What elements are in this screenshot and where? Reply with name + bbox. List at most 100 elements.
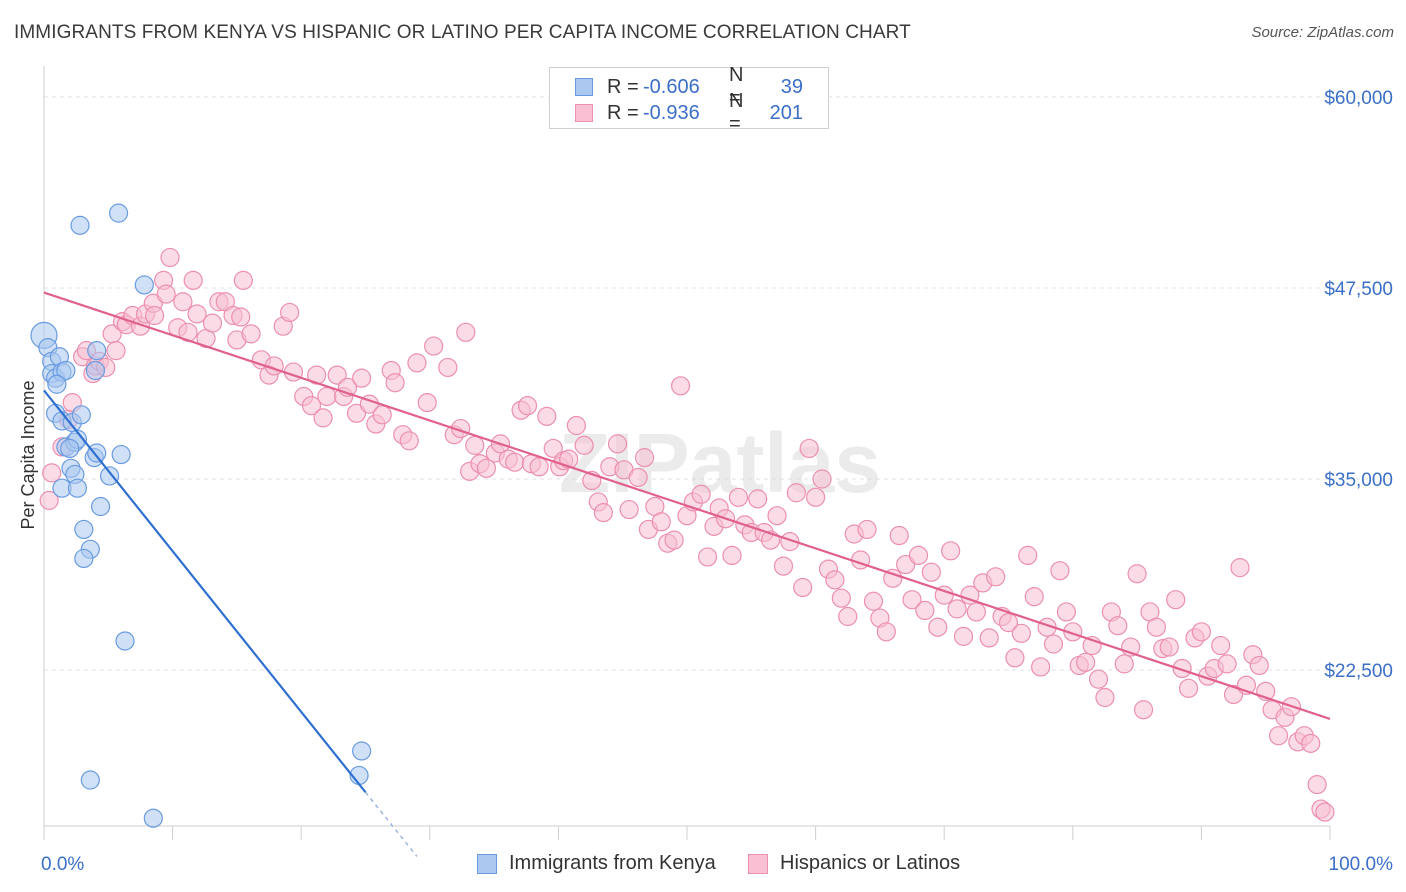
hispanic-point-93 xyxy=(628,467,648,488)
hispanic-point-156 xyxy=(1031,657,1051,677)
r-label: R = xyxy=(607,101,639,124)
kenya-point-21 xyxy=(99,466,120,486)
hispanic-point-109 xyxy=(728,487,749,507)
hispanic-point-62 xyxy=(424,336,444,356)
hispanic-point-130 xyxy=(863,591,884,611)
kenya-point-37 xyxy=(47,374,67,394)
hispanic-point-148 xyxy=(979,628,999,648)
hispanic-point-115 xyxy=(767,506,787,526)
hispanic-point-118 xyxy=(786,483,806,503)
hispanic-point-144 xyxy=(953,626,974,646)
hispanic-point-185 xyxy=(1217,654,1237,674)
kenya-point-29 xyxy=(108,203,129,223)
hispanic-point-184 xyxy=(1211,635,1231,656)
kenya-point-31 xyxy=(115,631,135,651)
hispanic-point-103 xyxy=(691,484,711,504)
y-tick-label-2: $35,000 xyxy=(1324,470,1393,491)
hispanic-point-24 xyxy=(173,292,193,312)
hispanic-point-83 xyxy=(559,449,579,469)
hispanic-point-92 xyxy=(619,499,639,520)
hispanic-point-172 xyxy=(1133,700,1154,720)
kenya-point-27 xyxy=(74,548,94,569)
hispanic-point-66 xyxy=(456,322,476,342)
hispanic-point-112 xyxy=(748,489,768,509)
hispanic-point-169 xyxy=(1114,654,1134,674)
hispanic-point-29 xyxy=(202,313,223,333)
legend-item-kenya[interactable]: Immigrants from Kenya xyxy=(477,852,716,875)
kenya-point-17 xyxy=(87,443,107,463)
hispanic-point-79 xyxy=(537,406,557,426)
hispanic-point-140 xyxy=(928,617,948,637)
hispanic-point-94 xyxy=(634,448,655,468)
hispanic-point-166 xyxy=(1095,687,1115,708)
hispanic-point-124 xyxy=(825,570,845,590)
kenya-point-32 xyxy=(80,770,100,790)
kenya-point-34 xyxy=(352,741,372,761)
hispanic-point-136 xyxy=(902,590,922,610)
hispanic-point-121 xyxy=(805,487,826,507)
hispanic-point-55 xyxy=(372,405,392,425)
gridlines xyxy=(44,96,1395,671)
x-tick-labels: 0.0% 100.0% xyxy=(41,854,1393,875)
hispanic-point-154 xyxy=(1018,545,1038,566)
hispanic-point-125 xyxy=(831,588,851,608)
kenya-point-33 xyxy=(143,808,163,828)
hispanic-point-198 xyxy=(1301,733,1321,753)
hispanic-point-201 xyxy=(1315,802,1335,822)
hispanic-point-153 xyxy=(1011,623,1031,643)
kenya-point-23 xyxy=(67,478,88,498)
hispanic-point-190 xyxy=(1249,655,1269,676)
hispanic-r-value: -0.936 xyxy=(643,101,700,124)
x-tick-label-1: 100.0% xyxy=(1329,854,1394,875)
y-tick-label-3: $22,500 xyxy=(1324,661,1393,682)
trend-lines xyxy=(43,291,1331,857)
hispanic-point-132 xyxy=(876,622,896,642)
hispanic-point-41 xyxy=(280,302,300,323)
hispanic-point-27 xyxy=(187,304,207,324)
hispanic-point-178 xyxy=(1172,658,1192,679)
hispanic-point-108 xyxy=(722,545,742,566)
correlation-legend: R = -0.606 N = 39 R = -0.936 N = 201 xyxy=(549,64,829,135)
hispanic-point-152 xyxy=(1005,648,1025,668)
hispanic-point-88 xyxy=(593,503,614,523)
hispanic-point-78 xyxy=(529,457,549,477)
hispanic-point-26 xyxy=(183,270,203,290)
hispanic-point-179 xyxy=(1178,678,1199,698)
kenya-r-value: -0.606 xyxy=(643,75,700,98)
hispanic-point-34 xyxy=(231,307,251,327)
hispanic-point-12 xyxy=(106,341,126,361)
hispanic-point-48 xyxy=(327,365,347,385)
hispanic-point-159 xyxy=(1050,561,1070,581)
hispanic-point-187 xyxy=(1230,558,1250,578)
hispanic-point-133 xyxy=(883,568,903,588)
kenya-point-15 xyxy=(87,341,107,361)
legend-item-hispanic[interactable]: Hispanics or Latinos xyxy=(748,852,960,875)
axes xyxy=(43,66,1331,840)
kenya-point-7 xyxy=(56,360,76,381)
hispanic-point-137 xyxy=(908,545,929,566)
hispanic-points xyxy=(39,247,1335,822)
hispanic-point-143 xyxy=(947,599,967,619)
hispanic-point-155 xyxy=(1024,587,1044,607)
n-label: N = xyxy=(729,90,744,135)
hispanic-point-84 xyxy=(566,415,587,436)
hispanic-point-138 xyxy=(915,600,935,621)
kenya-trend-line xyxy=(43,389,367,793)
kenya-legend-swatch xyxy=(477,853,497,874)
y-axis-label: Per Capita Income xyxy=(18,380,38,529)
hispanic-point-22 xyxy=(160,247,180,268)
hispanic-point-99 xyxy=(664,530,684,550)
kenya-point-38 xyxy=(60,438,80,459)
hispanic-point-36 xyxy=(241,324,261,344)
hispanic-trend-line xyxy=(43,291,1331,720)
hispanic-point-171 xyxy=(1127,564,1147,584)
hispanic-point-129 xyxy=(857,519,877,540)
kenya-trend-extension xyxy=(364,791,418,857)
hispanic-point-163 xyxy=(1076,652,1096,672)
hispanic-point-181 xyxy=(1191,622,1212,642)
hispanic-point-97 xyxy=(651,512,671,532)
kenya-point-36 xyxy=(85,360,106,381)
y-tick-labels: $60,000 $47,500 $35,000 $22,500 xyxy=(1324,88,1393,682)
hispanic-point-146 xyxy=(966,602,986,622)
hispanic-n-value: 201 xyxy=(769,101,803,124)
